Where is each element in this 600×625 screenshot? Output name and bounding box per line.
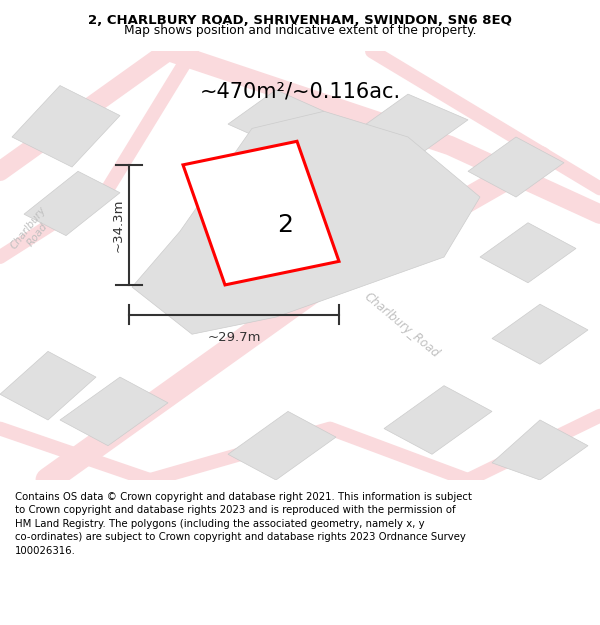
Text: Map shows position and indicative extent of the property.: Map shows position and indicative extent… bbox=[124, 24, 476, 37]
Polygon shape bbox=[228, 90, 324, 146]
Polygon shape bbox=[60, 377, 168, 446]
Polygon shape bbox=[228, 411, 336, 480]
Polygon shape bbox=[24, 171, 120, 236]
Polygon shape bbox=[492, 420, 588, 480]
Text: Contains OS data © Crown copyright and database right 2021. This information is : Contains OS data © Crown copyright and d… bbox=[15, 492, 472, 556]
Polygon shape bbox=[12, 86, 120, 167]
Polygon shape bbox=[480, 222, 576, 282]
Text: 2, CHARLBURY ROAD, SHRIVENHAM, SWINDON, SN6 8EQ: 2, CHARLBURY ROAD, SHRIVENHAM, SWINDON, … bbox=[88, 14, 512, 28]
Text: Charlbury_Road: Charlbury_Road bbox=[362, 291, 442, 361]
Polygon shape bbox=[384, 386, 492, 454]
Text: 2: 2 bbox=[277, 213, 293, 237]
Text: ~470m²/~0.116ac.: ~470m²/~0.116ac. bbox=[199, 81, 401, 101]
Polygon shape bbox=[492, 304, 588, 364]
Text: ~34.3m: ~34.3m bbox=[112, 198, 125, 252]
Polygon shape bbox=[183, 141, 339, 285]
Text: Charlbury
Road: Charlbury Road bbox=[9, 204, 57, 258]
Polygon shape bbox=[0, 351, 96, 420]
Polygon shape bbox=[132, 111, 480, 334]
Polygon shape bbox=[360, 94, 468, 154]
Text: ~29.7m: ~29.7m bbox=[207, 331, 261, 344]
Polygon shape bbox=[468, 137, 564, 197]
